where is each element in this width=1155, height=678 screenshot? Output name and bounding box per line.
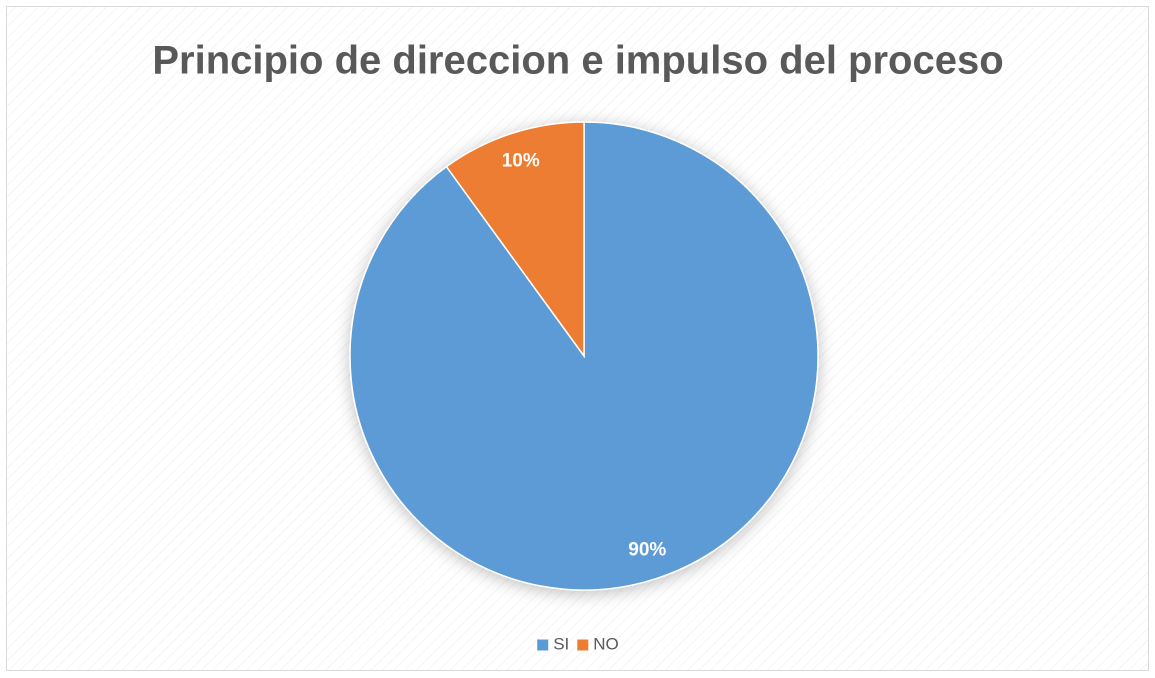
data-label: 10% [502,150,540,171]
chart-title: Principio de direccion e impulso del pro… [152,39,1003,83]
legend-swatch [537,639,549,651]
pie-slice [445,121,585,359]
legend-label: NO [593,634,619,653]
pie [349,121,819,591]
legend-label: SI [553,634,569,653]
data-label: 90% [628,540,666,561]
legend-swatch [577,639,589,651]
